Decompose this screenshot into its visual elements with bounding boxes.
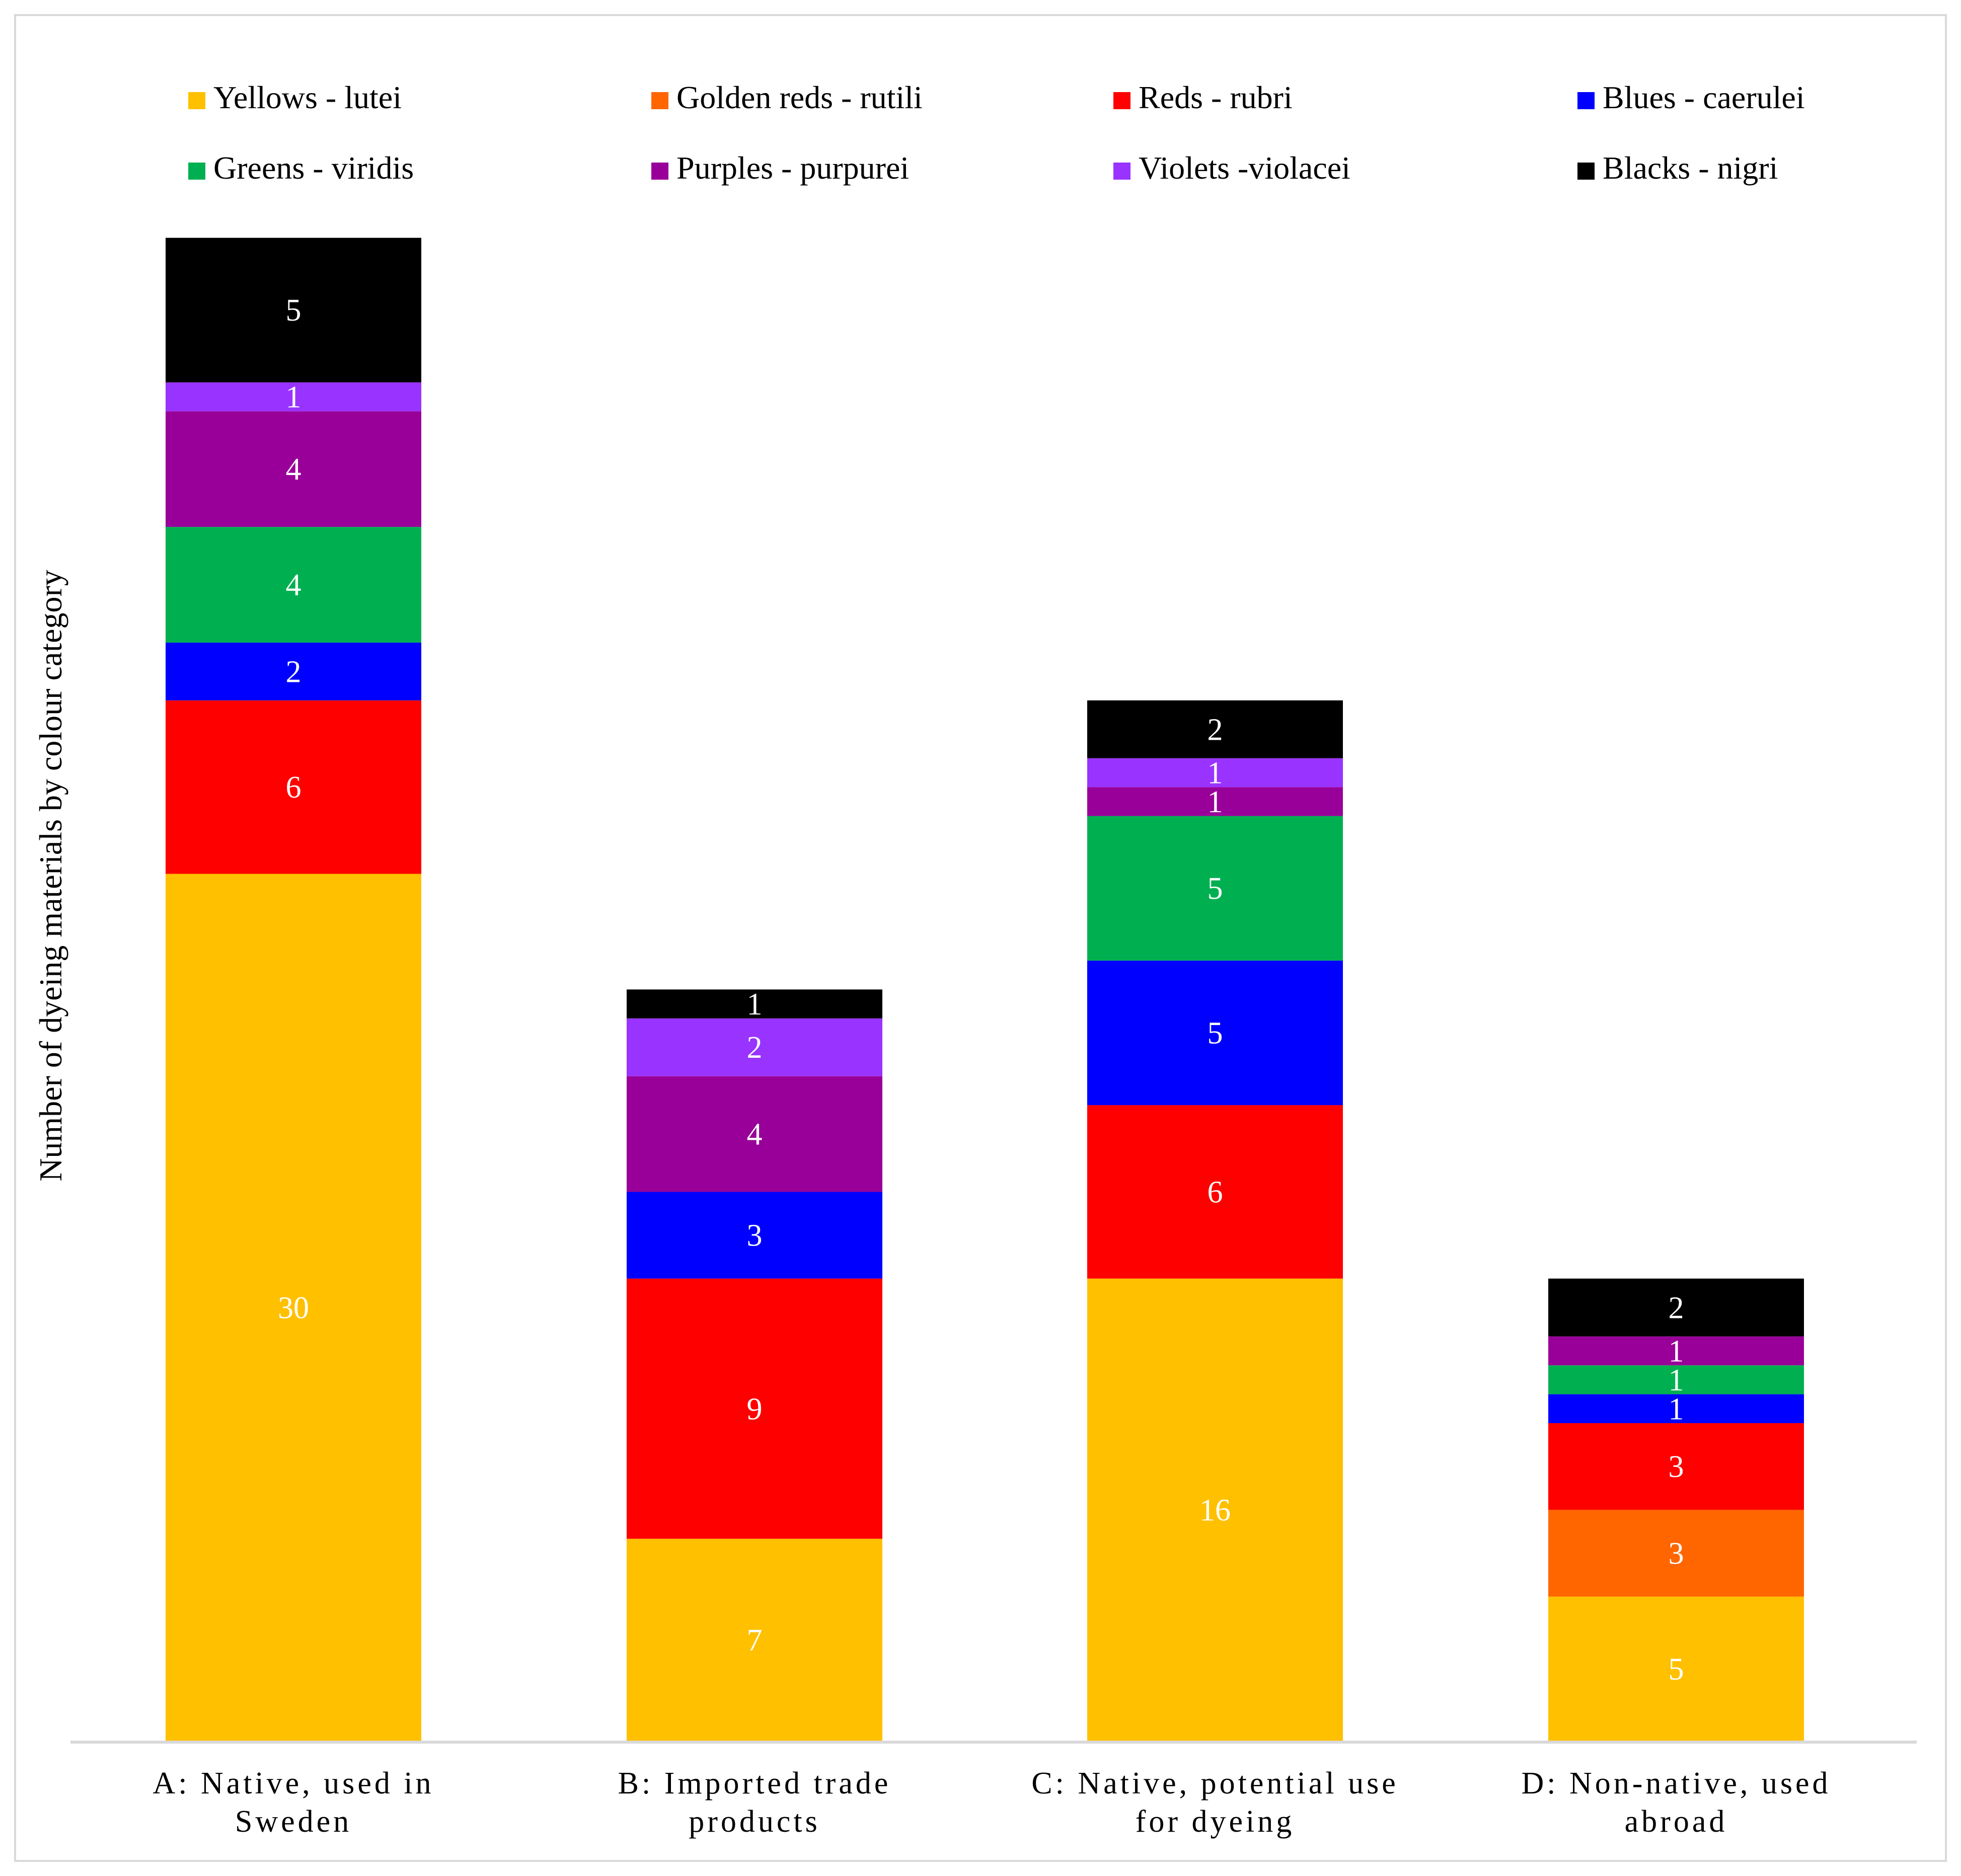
bar-c-greens-viridis <box>1087 816 1343 961</box>
data-label-b-purples-purpurei: 4 <box>747 1118 763 1152</box>
category-label-a-line2: Sweden <box>235 1805 352 1839</box>
data-label-d-yellows-lutei: 5 <box>1669 1652 1684 1686</box>
bar-d-yellows-lutei <box>1548 1596 1804 1741</box>
chart-frame: Yellows - lutei Golden reds - rutili Reds … <box>14 14 1947 1862</box>
bar-d-blues-caerulei <box>1548 1394 1804 1424</box>
data-label-c-purples-purpurei: 1 <box>1208 785 1223 819</box>
data-label-d-golden-reds-rutili: 3 <box>1669 1537 1684 1571</box>
legend: Yellows - lutei Golden reds - rutili Reds … <box>188 80 1805 186</box>
bar-b-violets-violacei <box>627 1018 882 1076</box>
bar-a-blacks-nigri <box>166 238 421 382</box>
bar-a-yellows-lutei <box>166 874 421 1741</box>
legend-swatch-purples-purpurei <box>651 163 668 180</box>
bar-d-greens-viridis <box>1548 1365 1804 1394</box>
data-label-b-violets-violacei: 2 <box>747 1031 763 1065</box>
legend-label-greens-viridis: Greens - viridis <box>213 150 414 186</box>
legend-swatch-blacks-nigri <box>1577 163 1595 180</box>
legend-label-yellows-lutei: Yellows - lutei <box>213 80 402 115</box>
data-label-a-blacks-nigri: 5 <box>286 293 301 328</box>
data-label-a-blues-caerulei: 2 <box>286 655 301 689</box>
data-label-a-greens-viridis: 4 <box>286 568 301 602</box>
data-label-c-violets-violacei: 1 <box>1208 756 1223 790</box>
data-label-c-reds-rubri: 6 <box>1208 1175 1223 1209</box>
data-label-c-blacks-nigri: 2 <box>1208 713 1223 747</box>
data-label-b-yellows-lutei: 7 <box>747 1623 763 1658</box>
data-label-a-purples-purpurei: 4 <box>286 452 301 487</box>
data-label-d-blacks-nigri: 2 <box>1669 1291 1684 1325</box>
bar-b-purples-purpurei <box>627 1076 882 1192</box>
bar-a-blues-caerulei <box>166 642 421 700</box>
bar-a-reds-rubri <box>166 700 421 874</box>
data-label-b-blacks-nigri: 1 <box>747 987 763 1022</box>
legend-swatch-golden-reds-rutili <box>651 92 668 109</box>
legend-label-violets-violacei: Violets -violacei <box>1139 150 1350 186</box>
category-label-d-line1: D: Non-native, used <box>1521 1766 1831 1801</box>
data-label-d-blues-caerulei: 1 <box>1669 1392 1684 1426</box>
stacked-bar-chart: Yellows - lutei Golden reds - rutili Reds … <box>33 80 1917 1839</box>
legend-swatch-reds-rubri <box>1113 92 1130 109</box>
data-label-c-blues-caerulei: 5 <box>1208 1016 1223 1050</box>
category-label-d-line2: abroad <box>1625 1805 1728 1839</box>
bar-a-violets-violacei <box>166 382 421 412</box>
data-label-c-greens-viridis: 5 <box>1208 872 1223 906</box>
legend-label-reds-rubri: Reds - rubri <box>1139 80 1293 115</box>
category-label-a-line1: A: Native, used in <box>153 1766 434 1801</box>
bar-d-purples-purpurei <box>1548 1336 1804 1366</box>
bar-b-blues-caerulei <box>627 1192 882 1279</box>
bar-d-golden-reds-rutili <box>1548 1510 1804 1597</box>
legend-swatch-greens-viridis <box>188 163 205 180</box>
legend-swatch-violets-violacei <box>1113 163 1130 180</box>
data-label-d-purples-purpurei: 1 <box>1669 1334 1684 1368</box>
bar-b-blacks-nigri <box>627 989 882 1019</box>
data-label-a-violets-violacei: 1 <box>286 380 301 415</box>
bar-c-reds-rubri <box>1087 1105 1343 1279</box>
bars <box>166 238 1804 1741</box>
legend-label-golden-reds-rutili: Golden reds - rutili <box>676 80 923 115</box>
bar-d-reds-rubri <box>1548 1423 1804 1510</box>
bar-c-yellows-lutei <box>1087 1278 1343 1741</box>
category-label-b-line2: products <box>689 1805 820 1839</box>
data-label-b-reds-rubri: 9 <box>747 1392 763 1426</box>
bar-d-blacks-nigri <box>1548 1278 1804 1337</box>
category-label-c-line2: for dyeing <box>1136 1805 1295 1839</box>
category-labels: A: Native, used in Sweden B: Imported trad… <box>153 1766 1831 1839</box>
data-label-a-yellows-lutei: 30 <box>278 1291 309 1325</box>
data-label-b-blues-caerulei: 3 <box>747 1219 763 1253</box>
category-label-b-line1: B: Imported trade <box>618 1766 891 1801</box>
bar-a-purples-purpurei <box>166 411 421 527</box>
data-label-c-yellows-lutei: 16 <box>1199 1493 1231 1527</box>
bar-c-violets-violacei <box>1087 758 1343 788</box>
data-label-a-reds-rubri: 6 <box>286 770 301 805</box>
bar-b-yellows-lutei <box>627 1538 882 1741</box>
bar-b-reds-rubri <box>627 1278 882 1539</box>
y-axis-title: Number of dyeing materials by colour cat… <box>33 570 68 1182</box>
bar-c-blues-caerulei <box>1087 960 1343 1106</box>
bar-c-blacks-nigri <box>1087 700 1343 758</box>
data-label-d-reds-rubri: 3 <box>1669 1450 1684 1484</box>
bar-a-greens-viridis <box>166 527 421 643</box>
bar-c-purples-purpurei <box>1087 787 1343 816</box>
legend-swatch-yellows-lutei <box>188 92 205 109</box>
category-label-c-line1: C: Native, potential use <box>1031 1766 1398 1801</box>
legend-swatch-blues-caerulei <box>1577 92 1595 109</box>
legend-label-blacks-nigri: Blacks - nigri <box>1603 150 1778 186</box>
legend-label-blues-caerulei: Blues - caerulei <box>1603 80 1805 115</box>
legend-label-purples-purpurei: Purples - purpurei <box>676 150 909 186</box>
data-label-d-greens-viridis: 1 <box>1669 1363 1684 1397</box>
